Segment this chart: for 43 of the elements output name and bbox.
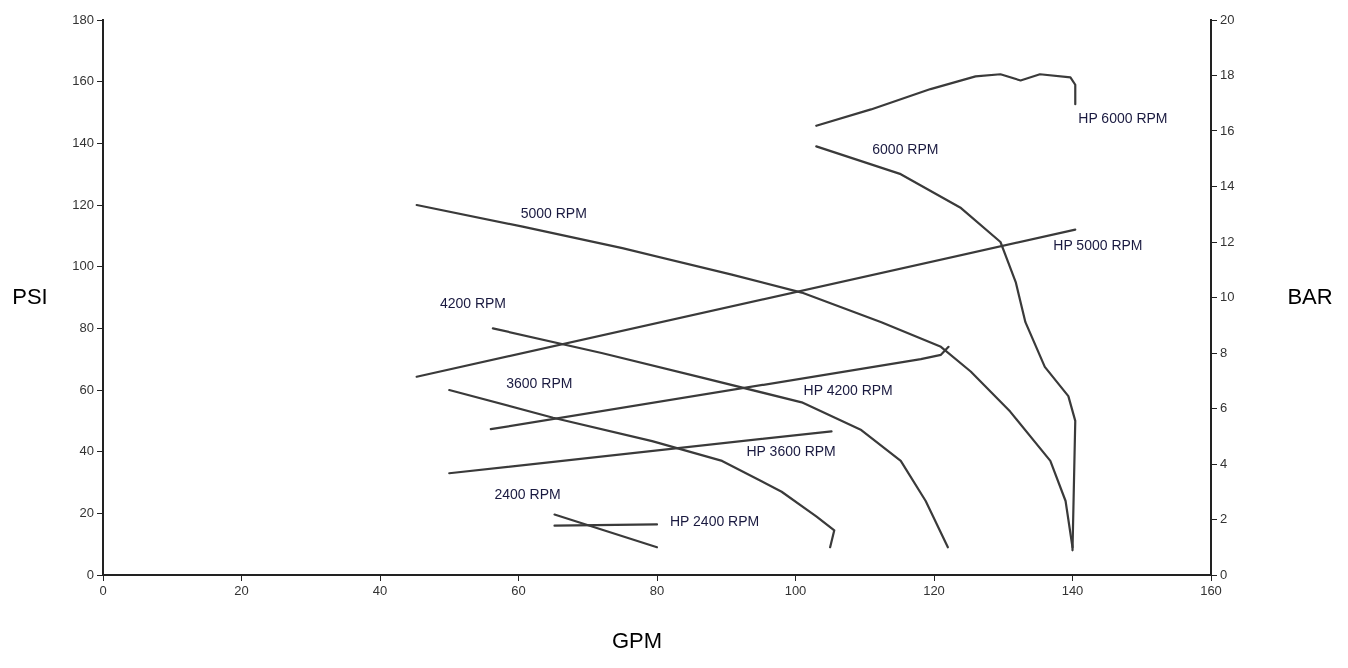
y-tick-label: 0	[86, 566, 94, 582]
y2-tick-label: 4	[1220, 455, 1228, 471]
y-tick-label: 60	[79, 381, 94, 397]
x-tick-label: 0	[99, 583, 107, 599]
y2-tick-label: 6	[1220, 400, 1228, 416]
y-tick-label: 100	[72, 258, 94, 274]
x-tick-label: 40	[372, 583, 388, 599]
y2-tick-label: 8	[1220, 344, 1228, 360]
series-label: HP 2400 RPM	[670, 513, 760, 530]
series-label: HP 4200 RPM	[803, 381, 893, 398]
series-label: 6000 RPM	[872, 141, 939, 158]
x-tick-label: 20	[234, 583, 249, 599]
y2-tick-label: 14	[1220, 178, 1235, 194]
x-axis-title: GPM	[611, 628, 663, 654]
series-label: 4200 RPM	[439, 295, 507, 312]
y2-tick-label: 2	[1220, 511, 1228, 527]
series-label: 2400 RPM	[494, 486, 561, 503]
x-tick-label: 100	[784, 583, 807, 599]
y-tick-label: 80	[79, 319, 94, 335]
series-label: HP 3600 RPM	[746, 443, 836, 460]
y2-tick-label: 20	[1220, 11, 1235, 27]
y2-tick-label: 18	[1220, 67, 1235, 83]
x-tick-label: 80	[649, 583, 665, 599]
y-axis-title: PSI	[12, 283, 48, 309]
y-tick-label: 120	[72, 196, 94, 212]
y2-tick-label: 12	[1220, 233, 1235, 249]
series-label: HP 6000 RPM	[1078, 110, 1168, 127]
y2-tick-label: 0	[1220, 566, 1228, 582]
x-tick-label: 160	[1200, 583, 1222, 599]
series-label: HP 5000 RPM	[1053, 236, 1143, 253]
y-tick-label: 20	[79, 504, 94, 520]
x-tick-label: 60	[511, 583, 526, 599]
x-tick-label: 120	[923, 583, 945, 599]
series-label: 3600 RPM	[506, 374, 573, 391]
y-tick-label: 180	[72, 11, 94, 27]
y2-axis-title: BAR	[1287, 283, 1333, 309]
y-tick-label: 160	[72, 73, 94, 89]
y2-tick-label: 16	[1220, 122, 1235, 138]
y2-tick-label: 10	[1220, 289, 1235, 305]
series-label: 5000 RPM	[520, 205, 587, 222]
x-tick-label: 140	[1061, 583, 1084, 599]
y-tick-label: 40	[79, 443, 94, 459]
y-tick-label: 140	[72, 134, 94, 150]
